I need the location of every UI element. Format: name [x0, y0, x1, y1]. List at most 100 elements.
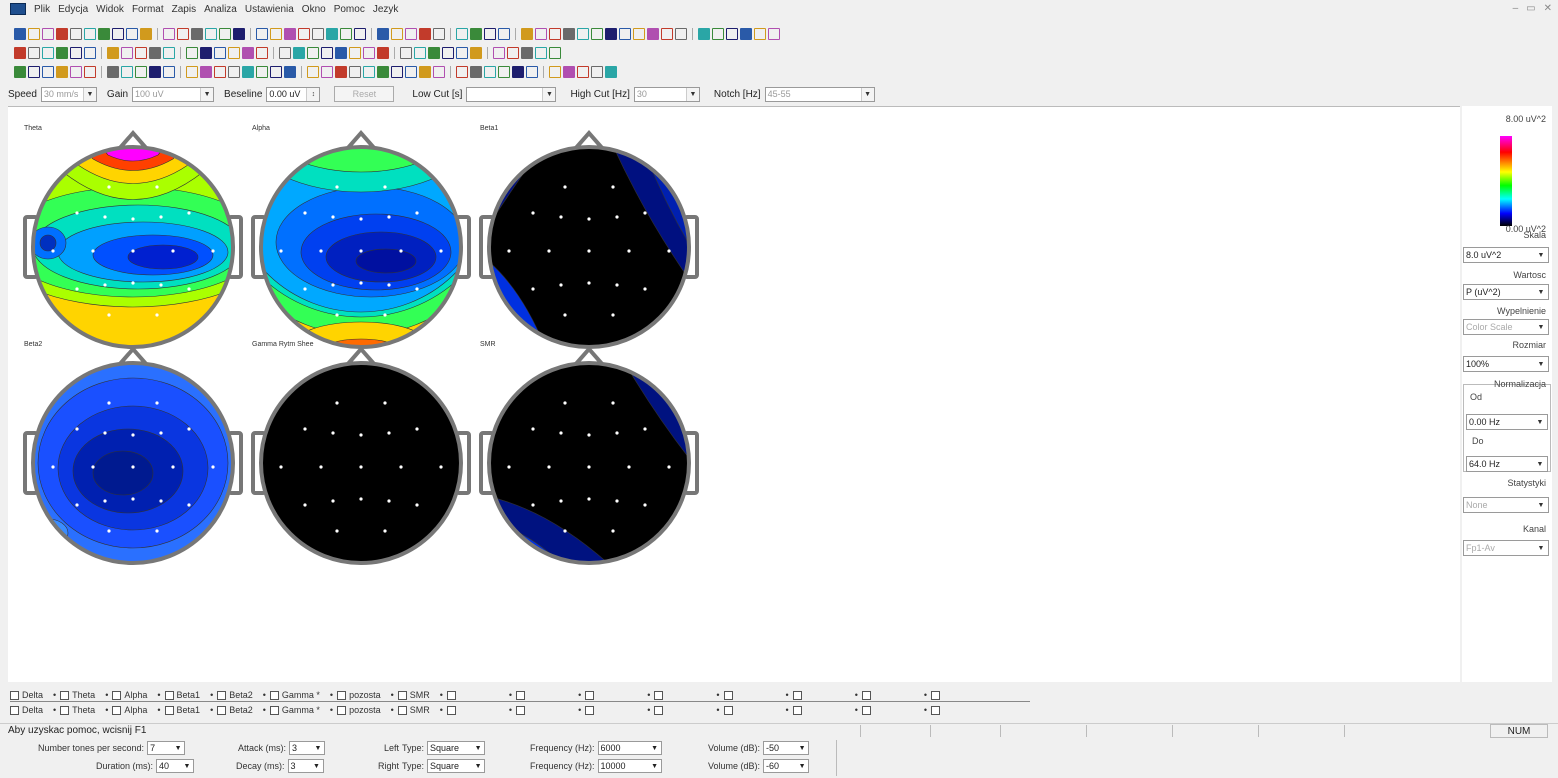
file-tool-icon[interactable] [754, 27, 766, 40]
baseline-spinner[interactable]: 0.00 uV ↕ [266, 86, 321, 102]
analysis-tool-icon[interactable] [577, 65, 589, 78]
band-add-icon[interactable]: • [439, 690, 443, 700]
nav-tool-icon[interactable] [14, 46, 26, 59]
analysis-tool-icon[interactable] [512, 65, 524, 78]
analysis-tool-icon[interactable] [242, 65, 254, 78]
analysis-tool-icon[interactable] [405, 65, 417, 78]
band-checkbox[interactable] [337, 690, 347, 700]
analysis-tool-icon[interactable] [200, 65, 212, 78]
topomap-beta2[interactable]: Beta2 [18, 339, 248, 569]
band-checkbox[interactable] [217, 705, 227, 715]
menu-edycja[interactable]: Edycja [58, 3, 89, 15]
nav-tool-icon[interactable] [107, 46, 119, 59]
band-add-icon[interactable]: • [647, 705, 651, 715]
file-tool-icon[interactable] [577, 27, 589, 40]
nav-tool-icon[interactable] [400, 46, 412, 59]
nav-tool-icon[interactable] [442, 46, 454, 59]
file-tool-icon[interactable] [521, 27, 533, 40]
file-tool-icon[interactable] [219, 27, 231, 40]
band-checkbox[interactable] [931, 690, 941, 700]
band-checkbox[interactable] [10, 705, 19, 715]
decay-select[interactable]: 3 ▼ [287, 759, 324, 773]
file-tool-icon[interactable] [675, 27, 687, 40]
minimize-icon[interactable]: – [1512, 3, 1519, 14]
nav-tool-icon[interactable] [242, 46, 254, 59]
file-tool-icon[interactable] [112, 27, 124, 40]
band-checkbox[interactable] [60, 705, 70, 715]
menu-plik[interactable]: Plik [34, 3, 51, 15]
file-tool-icon[interactable] [619, 27, 631, 40]
file-tool-icon[interactable] [712, 27, 724, 40]
band-add-icon[interactable]: • [854, 690, 858, 700]
file-tool-icon[interactable] [535, 27, 547, 40]
file-tool-icon[interactable] [768, 27, 780, 40]
topomap-alpha[interactable]: Alpha [246, 123, 476, 353]
band-checkbox[interactable] [10, 690, 19, 700]
lowcut-select[interactable]: ▼ [466, 86, 557, 102]
file-tool-icon[interactable] [56, 27, 68, 40]
band-checkbox[interactable] [217, 690, 227, 700]
analysis-tool-icon[interactable] [456, 65, 468, 78]
menu-jezyk[interactable]: Jezyk [372, 3, 399, 15]
band-add-icon[interactable]: • [210, 690, 214, 700]
band-checkbox[interactable] [269, 690, 279, 700]
notch-select[interactable]: 45-55 ▼ [764, 86, 875, 102]
nav-tool-icon[interactable] [535, 46, 547, 59]
analysis-tool-icon[interactable] [391, 65, 403, 78]
band-add-icon[interactable]: • [716, 705, 720, 715]
speed-select[interactable]: 30 mm/s ▼ [40, 86, 97, 102]
right-type-select[interactable]: Square ▼ [427, 759, 486, 773]
attack-select[interactable]: 3 ▼ [289, 741, 326, 755]
rozmiar-select[interactable]: 100% ▼ [1463, 356, 1549, 372]
menu-widok[interactable]: Widok [96, 3, 124, 15]
nav-tool-icon[interactable] [377, 46, 389, 59]
band-checkbox[interactable] [397, 690, 407, 700]
band-add-icon[interactable]: • [785, 690, 789, 700]
file-tool-icon[interactable] [433, 27, 445, 40]
file-tool-icon[interactable] [698, 27, 710, 40]
analysis-tool-icon[interactable] [149, 65, 161, 78]
analysis-tool-icon[interactable] [84, 65, 96, 78]
file-tool-icon[interactable] [647, 27, 659, 40]
file-tool-icon[interactable] [28, 27, 40, 40]
file-tool-icon[interactable] [191, 27, 203, 40]
band-checkbox[interactable] [516, 690, 526, 700]
file-tool-icon[interactable] [98, 27, 110, 40]
analysis-tool-icon[interactable] [186, 65, 198, 78]
band-add-icon[interactable]: • [578, 690, 582, 700]
nav-tool-icon[interactable] [70, 46, 82, 59]
band-add-icon[interactable]: • [262, 705, 266, 715]
nav-tool-icon[interactable] [321, 46, 333, 59]
analysis-tool-icon[interactable] [335, 65, 347, 78]
nav-tool-icon[interactable] [414, 46, 426, 59]
nav-tool-icon[interactable] [521, 46, 533, 59]
left-frequency-select[interactable]: 6000 ▼ [597, 741, 662, 755]
file-tool-icon[interactable] [270, 27, 282, 40]
left-volume-select[interactable]: -50 ▼ [763, 741, 810, 755]
band-checkbox[interactable] [723, 690, 733, 700]
file-tool-icon[interactable] [377, 27, 389, 40]
band-checkbox[interactable] [112, 705, 122, 715]
band-add-icon[interactable]: • [329, 705, 334, 715]
nav-tool-icon[interactable] [307, 46, 319, 59]
analysis-tool-icon[interactable] [470, 65, 482, 78]
nav-tool-icon[interactable] [507, 46, 519, 59]
file-tool-icon[interactable] [740, 27, 752, 40]
nav-tool-icon[interactable] [335, 46, 347, 59]
nav-tool-icon[interactable] [42, 46, 54, 59]
band-add-icon[interactable]: • [53, 705, 57, 715]
file-tool-icon[interactable] [605, 27, 617, 40]
nav-tool-icon[interactable] [56, 46, 68, 59]
band-add-icon[interactable]: • [157, 690, 161, 700]
analysis-tool-icon[interactable] [135, 65, 147, 78]
band-checkbox[interactable] [654, 705, 664, 715]
analysis-tool-icon[interactable] [307, 65, 319, 78]
nav-tool-icon[interactable] [121, 46, 133, 59]
file-tool-icon[interactable] [456, 27, 468, 40]
band-add-icon[interactable]: • [329, 690, 334, 700]
nav-tool-icon[interactable] [493, 46, 505, 59]
file-tool-icon[interactable] [256, 27, 268, 40]
band-add-icon[interactable]: • [262, 690, 266, 700]
band-checkbox[interactable] [60, 690, 70, 700]
file-tool-icon[interactable] [140, 27, 152, 40]
